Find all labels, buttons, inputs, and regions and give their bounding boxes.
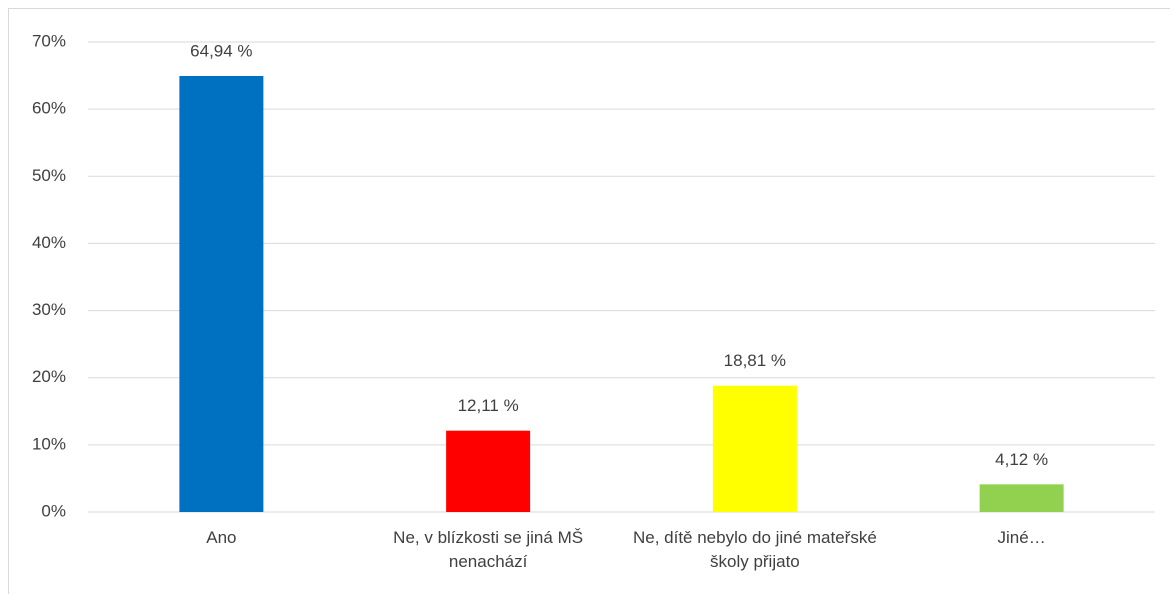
y-tick-label: 40% bbox=[32, 233, 66, 252]
bar bbox=[979, 484, 1064, 512]
y-tick-label: 30% bbox=[32, 300, 66, 319]
y-tick-label: 50% bbox=[32, 166, 66, 185]
y-tick-label: 0% bbox=[41, 501, 66, 520]
x-tick-label: Ano bbox=[206, 528, 237, 547]
x-tick-label: Jiné… bbox=[997, 528, 1046, 547]
bar bbox=[179, 75, 264, 512]
value-label: 18,81 % bbox=[724, 351, 786, 370]
value-label: 12,11 % bbox=[458, 396, 519, 415]
x-tick-label: Ne, v blízkosti se jiná MŠ nenachází bbox=[393, 528, 584, 571]
y-tick-label: 60% bbox=[32, 99, 66, 118]
bar bbox=[712, 385, 797, 512]
x-tick-label: Ne, dítě nebylo do jiné mateřské školy p… bbox=[632, 528, 877, 571]
chart-frame bbox=[8, 8, 1170, 594]
bar bbox=[446, 430, 531, 512]
y-tick-label: 10% bbox=[32, 434, 66, 453]
value-label: 4,12 % bbox=[995, 450, 1048, 469]
y-tick-label: 20% bbox=[32, 367, 66, 386]
value-label: 64,94 % bbox=[190, 41, 252, 60]
y-tick-label: 70% bbox=[32, 31, 66, 50]
